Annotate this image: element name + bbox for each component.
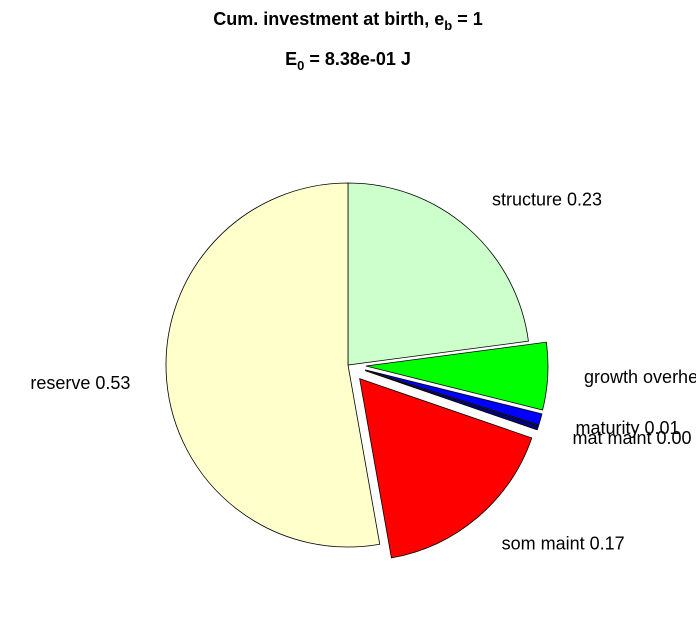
- title-rest: = 1: [452, 9, 483, 29]
- title-sub: b: [444, 18, 452, 33]
- slice-label: mat maint 0.00: [572, 428, 691, 448]
- pie-slice: [165, 182, 381, 548]
- slice-label: som maint 0.17: [502, 533, 625, 553]
- chart-subtitle: E0 = 8.38e-01 J: [285, 49, 411, 74]
- slice-label: maturity 0.01: [575, 418, 679, 438]
- pie-slice: [365, 369, 543, 426]
- pie-slice: [364, 370, 540, 431]
- slice-label: reserve 0.53: [30, 373, 130, 393]
- slice-label: growth overhead 0.06: [584, 367, 696, 387]
- subtitle-sub: 0: [297, 58, 304, 73]
- subtitle-text: E: [285, 49, 297, 69]
- chart-title: Cum. investment at birth, eb = 1: [213, 9, 483, 34]
- subtitle-rest: = 8.38e-01 J: [304, 49, 411, 69]
- slice-label: structure 0.23: [492, 190, 602, 210]
- pie-slice: [359, 378, 533, 559]
- title-text: Cum. investment at birth, e: [213, 9, 444, 29]
- pie-slice: [365, 341, 549, 411]
- pie-slice: [347, 182, 529, 366]
